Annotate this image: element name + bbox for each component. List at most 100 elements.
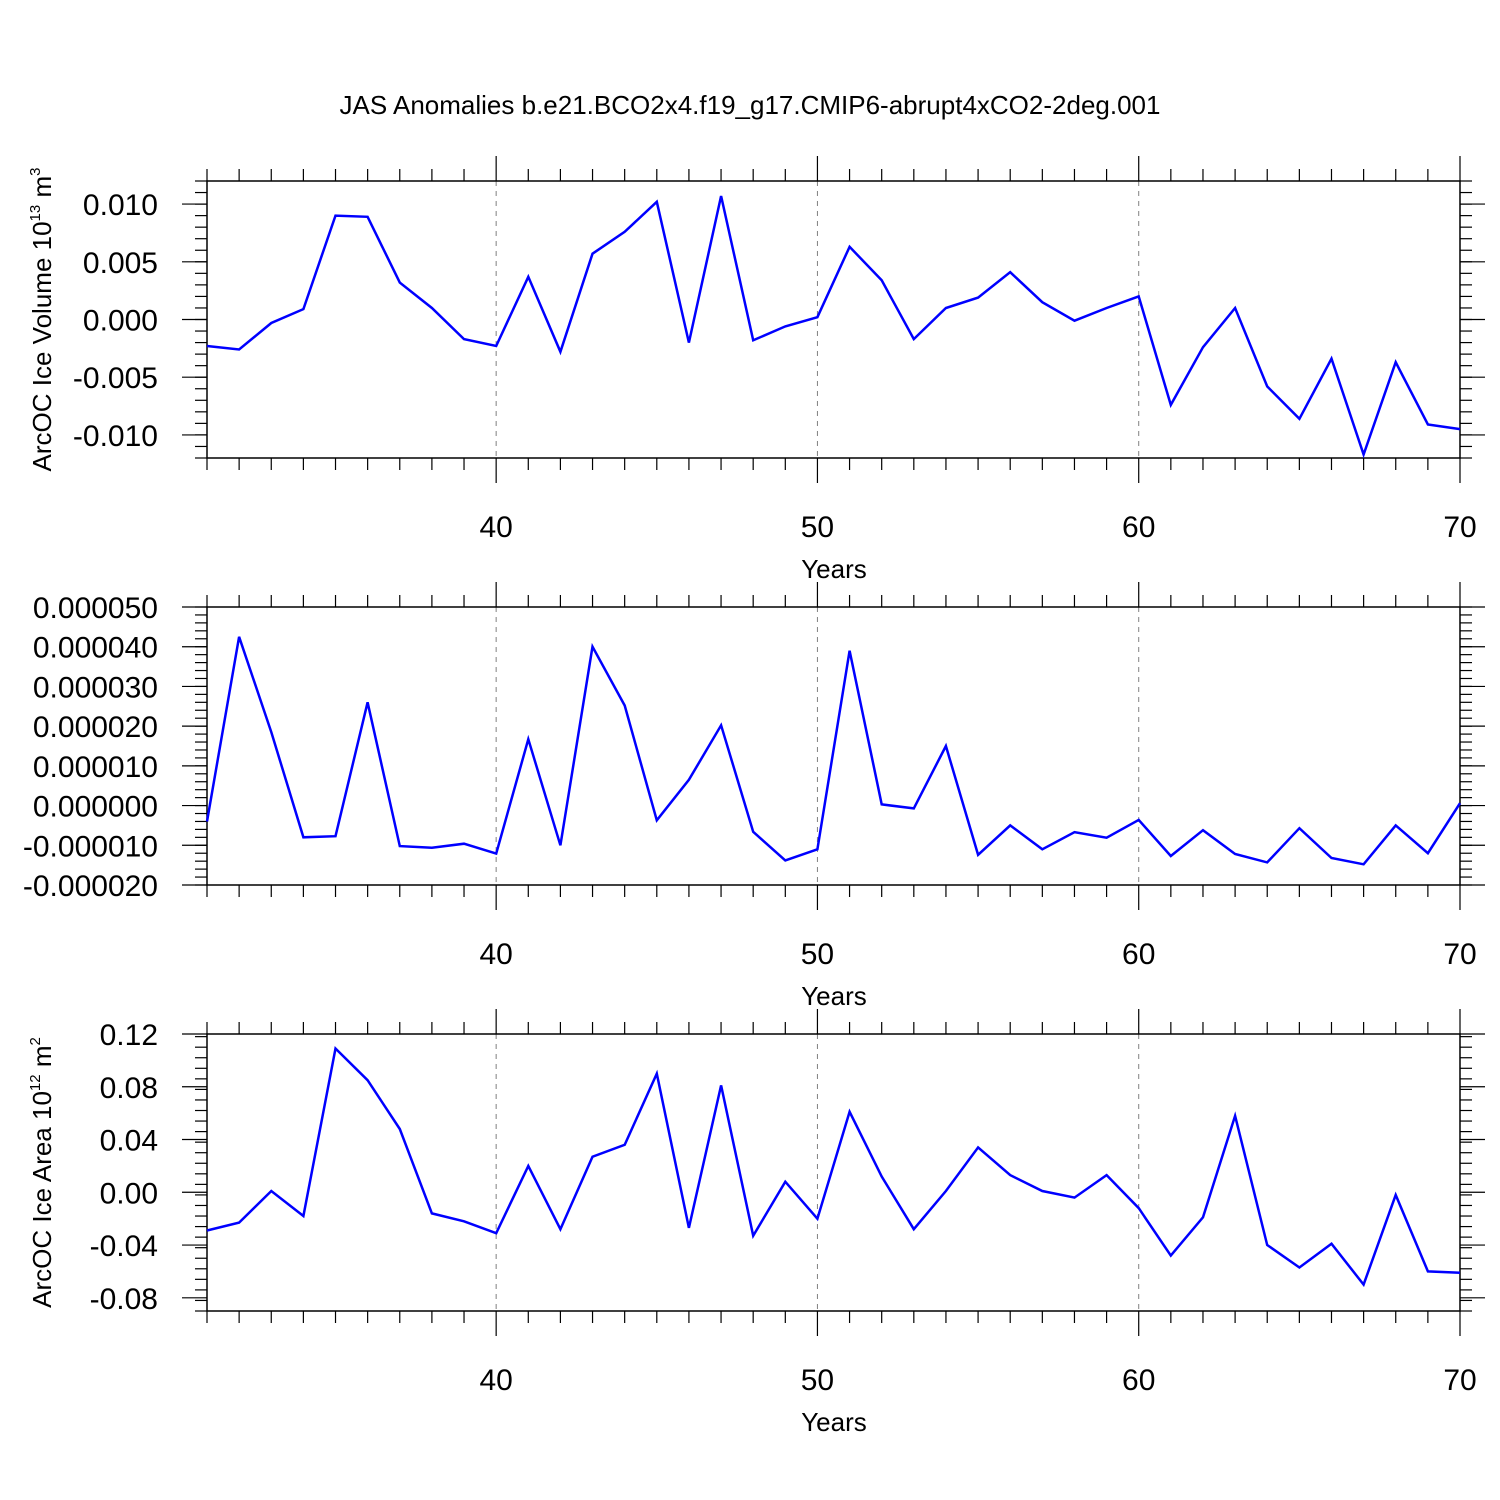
data-point	[1362, 862, 1366, 866]
data-point	[1201, 345, 1205, 349]
data-point	[398, 1127, 402, 1131]
y-axis-label: ArcOC Ice Area 1012 m2	[27, 1037, 57, 1308]
data-point	[1265, 1243, 1269, 1247]
data-point	[848, 1110, 852, 1114]
data-point	[1362, 1283, 1366, 1287]
y-tick-label: 0.000000	[33, 791, 158, 824]
data-point	[1297, 417, 1301, 421]
series-line	[206, 1045, 1461, 1288]
data-point	[1458, 1271, 1462, 1275]
y-tick-label: 0.12	[100, 1019, 158, 1052]
data-point	[1233, 852, 1237, 856]
data-point	[1169, 1254, 1173, 1258]
data-point	[1008, 823, 1012, 827]
y-tick-label: 0.000050	[33, 592, 158, 625]
data-point	[1362, 453, 1366, 457]
data-point	[655, 1072, 659, 1076]
data-point	[1329, 357, 1333, 361]
y-tick-label: 0.00	[100, 1177, 158, 1210]
data-point	[366, 1078, 370, 1082]
data-point	[719, 194, 723, 198]
data-point	[1105, 1173, 1109, 1177]
y-tick-label: 0.000030	[33, 671, 158, 704]
data-point	[205, 344, 209, 348]
data-point	[751, 338, 755, 342]
data-point	[1072, 1196, 1076, 1200]
x-tick-label: 70	[1443, 1364, 1476, 1397]
data-point	[783, 858, 787, 862]
y-tick-label: 0.000010	[33, 751, 158, 784]
chart-title: JAS Anomalies b.e21.BCO2x4.f19_g17.CMIP6…	[340, 90, 1161, 120]
data-point	[1458, 427, 1462, 431]
data-point	[205, 1229, 209, 1233]
plot-frame	[206, 180, 1461, 459]
data-point	[1394, 360, 1398, 364]
y-tick-label: 0.04	[100, 1125, 158, 1158]
data-point	[269, 321, 273, 325]
plot-frame	[206, 1033, 1461, 1312]
y-tick-label: 0.005	[83, 247, 158, 280]
data-point	[912, 337, 916, 341]
x-tick-label: 60	[1122, 1364, 1155, 1397]
data-point	[591, 645, 595, 649]
data-point	[1394, 1193, 1398, 1197]
y-tick-label: -0.04	[90, 1230, 158, 1263]
data-point	[1201, 828, 1205, 832]
data-point	[623, 1143, 627, 1147]
data-point	[1169, 403, 1173, 407]
data-point	[751, 830, 755, 834]
data-point	[944, 1189, 948, 1193]
y-tick-label: 0.010	[83, 189, 158, 222]
data-point	[591, 1155, 595, 1159]
data-point	[591, 252, 595, 256]
x-tick-label: 60	[1122, 938, 1155, 971]
data-point	[334, 834, 338, 838]
data-point	[848, 245, 852, 249]
data-point	[1329, 1242, 1333, 1246]
data-point	[366, 215, 370, 219]
y-tick-label: 0.000	[83, 305, 158, 338]
data-point	[558, 350, 562, 354]
data-point	[301, 835, 305, 839]
y-tick-label: -0.08	[90, 1283, 158, 1316]
data-point	[430, 306, 434, 310]
x-tick-label: 50	[801, 511, 834, 544]
data-point	[623, 703, 627, 707]
data-point	[655, 818, 659, 822]
data-point	[301, 307, 305, 311]
data-point	[1329, 856, 1333, 860]
data-point	[815, 315, 819, 319]
data-point	[1169, 854, 1173, 858]
data-point	[1137, 818, 1141, 822]
data-point	[526, 737, 530, 741]
data-point	[976, 1145, 980, 1149]
data-point	[366, 700, 370, 704]
data-point	[494, 1231, 498, 1235]
data-point	[1040, 300, 1044, 304]
panel-1: 40 50 60 70 Years -0.010 -0.005 0.000 0.005 0.010…	[27, 156, 1485, 584]
data-point	[1040, 847, 1044, 851]
data-point	[1426, 423, 1430, 427]
data-point	[976, 296, 980, 300]
data-point	[334, 214, 338, 218]
data-point	[783, 1180, 787, 1184]
data-point	[944, 744, 948, 748]
data-point	[1008, 1173, 1012, 1177]
data-point	[1426, 1269, 1430, 1273]
data-point	[269, 730, 273, 734]
data-point	[462, 1219, 466, 1223]
y-tick-label: -0.000020	[23, 870, 158, 903]
data-point	[1265, 384, 1269, 388]
x-axis-label: Years	[801, 554, 867, 584]
data-point	[815, 847, 819, 851]
data-point	[880, 1174, 884, 1178]
y-tick-label: -0.005	[73, 362, 158, 395]
x-tick-label: 70	[1443, 511, 1476, 544]
x-axis-label: Years	[801, 1407, 867, 1437]
data-point	[334, 1047, 338, 1051]
data-point	[687, 1226, 691, 1230]
data-point	[526, 275, 530, 279]
data-point	[687, 341, 691, 345]
plot-frame	[206, 606, 1461, 886]
